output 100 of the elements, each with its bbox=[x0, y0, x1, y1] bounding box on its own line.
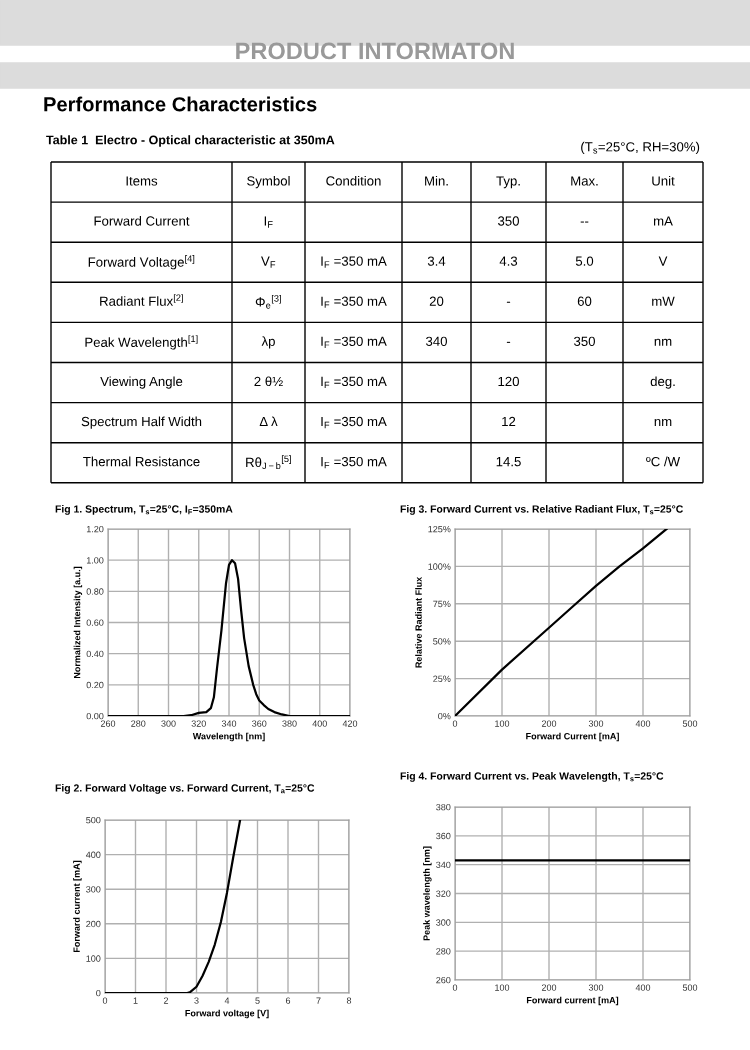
text: I$_{F}$ bbox=[264, 216, 273, 228]
text: 5.0 bbox=[575, 256, 594, 266]
y-tick-label: 0.40 bbox=[86, 650, 104, 658]
text: I$_{F}$ =350 mA bbox=[321, 456, 387, 469]
text: 2 θ½ bbox=[254, 376, 283, 387]
y-axis-title: Relative Radiant Flux bbox=[415, 576, 422, 668]
text: Condition bbox=[326, 175, 381, 186]
text: nm bbox=[654, 418, 672, 427]
y-tick-label: 0.80 bbox=[86, 588, 104, 595]
y-axis-title: Normalized Intensity [a.u.] bbox=[73, 566, 83, 679]
y-tick-label: 320 bbox=[436, 890, 451, 897]
text: Min. bbox=[425, 175, 448, 186]
y-tick-label: 500 bbox=[86, 816, 101, 824]
text: V bbox=[658, 256, 668, 266]
x-tick-label: 5 bbox=[255, 997, 260, 1004]
text: Forward Voltage$^{[4]}$ bbox=[88, 255, 195, 270]
text: Δ λ bbox=[259, 416, 278, 427]
x-tick-label: 500 bbox=[682, 720, 698, 727]
x-tick-label: 400 bbox=[635, 720, 651, 727]
y-tick-label: 0% bbox=[438, 712, 451, 720]
x-tick-label: 400 bbox=[635, 984, 651, 991]
y-axis-title: Forward current [mA] bbox=[73, 860, 82, 953]
x-tick-label: 320 bbox=[191, 720, 206, 727]
x-axis-title: Forward current [mA] bbox=[526, 996, 619, 1006]
text: - bbox=[506, 301, 511, 303]
text: 60 bbox=[577, 296, 592, 306]
text: 4.3 bbox=[499, 256, 518, 266]
x-tick-label: 400 bbox=[312, 720, 327, 727]
x-tick-label: 500 bbox=[682, 984, 698, 991]
chart-title: Fig 3. Forward Current vs. Relative Radiant Flux, T$_{s}$=25°C bbox=[400, 505, 683, 515]
text: 20 bbox=[429, 296, 444, 306]
x-tick-label: 300 bbox=[588, 720, 604, 727]
caption: Table 1 Electro - Optical characteristic at 350mA bbox=[46, 135, 335, 147]
text: I$_{F}$ =350 mA bbox=[321, 256, 387, 268]
x-tick-label: 280 bbox=[131, 720, 146, 727]
text: nm bbox=[654, 338, 672, 346]
text: 3.4 bbox=[427, 256, 446, 266]
x-tick-label: 100 bbox=[495, 720, 510, 727]
y-tick-label: 50% bbox=[433, 638, 451, 645]
x-axis-title: Forward voltage [V] bbox=[185, 1009, 269, 1019]
text: V$_{F}$ bbox=[261, 256, 276, 268]
y-tick-label: 340 bbox=[436, 861, 451, 869]
text: Peak Wavelength$^{[1]}$ bbox=[85, 335, 198, 350]
text: 14.5 bbox=[496, 457, 521, 467]
x-tick-label: 260 bbox=[100, 720, 116, 727]
x-tick-label: 1 bbox=[133, 997, 138, 1004]
y-axis-title: Peak wavelength [nm] bbox=[423, 846, 432, 941]
x-tick-label: 300 bbox=[161, 720, 176, 727]
text: (T$_{s}$=25°C, RH=30%) bbox=[581, 141, 700, 155]
text: 120 bbox=[498, 376, 519, 387]
y-tick-label: 100 bbox=[86, 955, 101, 962]
y-tick-label: 300 bbox=[86, 886, 101, 893]
y-tick-label: 260 bbox=[436, 976, 451, 984]
text: Thermal Resistance bbox=[83, 456, 200, 467]
x-tick-label: 300 bbox=[588, 984, 604, 991]
x-tick-label: 3 bbox=[194, 997, 199, 1004]
text: I$_{F}$ =350 mA bbox=[321, 416, 387, 429]
text: Φ$_{e}$$^{[3]}$ bbox=[255, 294, 281, 309]
y-tick-label: 380 bbox=[436, 803, 451, 811]
x-tick-label: 4 bbox=[224, 997, 230, 1004]
y-tick-label: 280 bbox=[436, 948, 451, 955]
text: Rθ$_{J−b}$$^{[5]}$ bbox=[246, 455, 291, 470]
x-tick-label: 0 bbox=[452, 720, 458, 727]
x-tick-label: 360 bbox=[252, 720, 267, 727]
text: Unit bbox=[652, 175, 675, 186]
text: - bbox=[506, 341, 511, 343]
y-tick-label: 0 bbox=[96, 989, 101, 997]
y-tick-label: 400 bbox=[85, 851, 101, 858]
x-tick-label: 340 bbox=[221, 720, 237, 727]
text: Typ. bbox=[496, 176, 520, 189]
text: Viewing Angle bbox=[100, 376, 183, 389]
chart-title: Fig 2. Forward Voltage vs. Forward Current, T$_{a}$=25°C bbox=[55, 784, 315, 794]
y-tick-label: 1.20 bbox=[86, 525, 104, 533]
y-tick-label: 200 bbox=[86, 920, 101, 928]
text: deg. bbox=[650, 376, 675, 389]
text: 12 bbox=[502, 416, 516, 427]
text: mW bbox=[652, 296, 675, 306]
text: -- bbox=[580, 221, 589, 223]
y-tick-label: 360 bbox=[436, 832, 451, 840]
x-tick-label: 420 bbox=[342, 720, 358, 727]
text: λp bbox=[261, 336, 275, 349]
text: I$_{F}$ =350 mA bbox=[321, 376, 387, 389]
x-tick-label: 0 bbox=[452, 984, 458, 991]
text: mA bbox=[653, 216, 673, 226]
text: PRODUCT INTORMATON bbox=[236, 42, 514, 60]
y-tick-label: 0.20 bbox=[86, 681, 104, 689]
text: Max. bbox=[571, 176, 598, 186]
y-tick-label: 1.00 bbox=[86, 557, 104, 564]
x-tick-label: 200 bbox=[541, 720, 557, 727]
text: I$_{F}$ =350 mA bbox=[321, 336, 387, 348]
y-tick-label: 125% bbox=[428, 525, 451, 533]
y-tick-label: 300 bbox=[436, 919, 451, 926]
x-axis-title: Forward Current [mA] bbox=[526, 732, 619, 742]
x-tick-label: 8 bbox=[346, 997, 352, 1004]
y-tick-label: 75% bbox=[433, 600, 451, 608]
text: Performance Characteristics bbox=[44, 96, 317, 112]
x-axis-title: Wavelength [nm] bbox=[192, 732, 265, 742]
chart-title: Fig 4. Forward Current vs. Peak Wavelength, T$_{s}$=25°C bbox=[400, 772, 664, 782]
chart-title: Fig 1. Spectrum, T$_{s}$=25°C, I$_{F}$=350mA bbox=[55, 505, 233, 515]
text: Spectrum Half Width bbox=[81, 416, 202, 429]
